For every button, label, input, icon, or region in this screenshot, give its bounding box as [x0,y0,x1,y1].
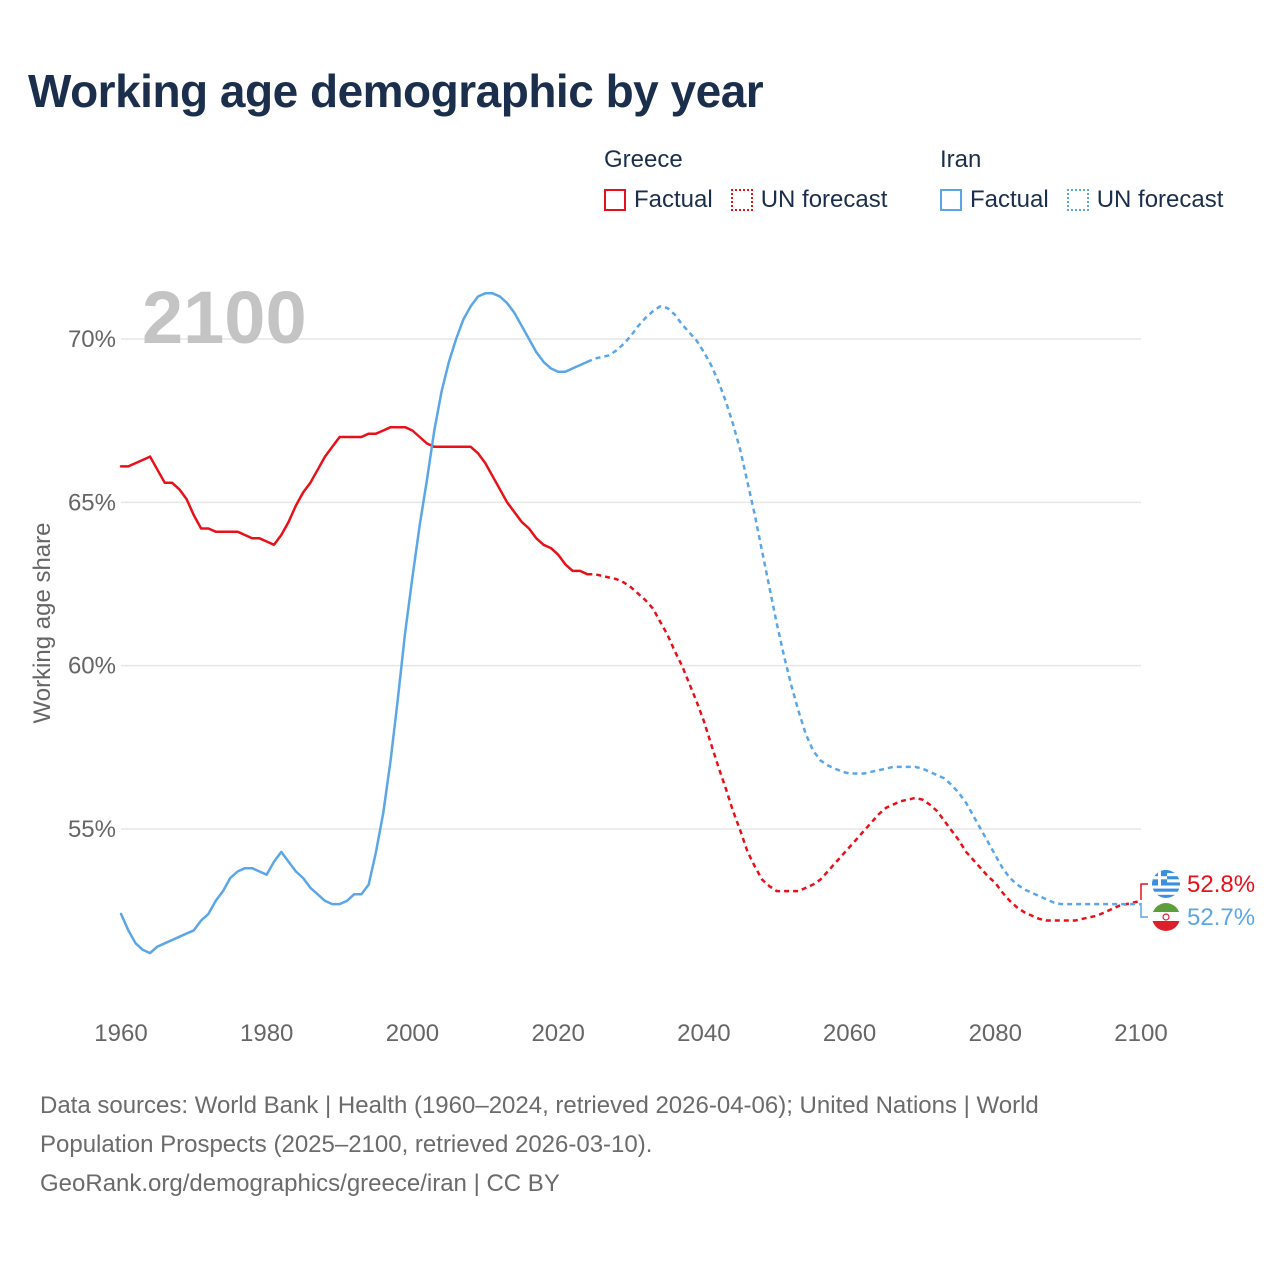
legend-iran-factual-label: Factual [970,186,1049,213]
x-tick-label: 2100 [1114,1020,1167,1047]
x-tick-label: 2040 [677,1020,730,1047]
greece-end-value: 52.8% [1187,871,1255,898]
greece-forecast-line[interactable] [587,572,1142,922]
iran-flag-icon [1152,903,1180,931]
iran-leader-line [1140,903,1148,918]
footer-line-2: Population Prospects (2025–2100, retriev… [40,1131,653,1158]
legend-greece-name: Greece [604,146,683,173]
grid [121,338,1141,830]
legend-iran-forecast[interactable]: UN forecast [1066,186,1224,214]
iran-forecast-line[interactable] [586,305,1141,906]
x-tick-label: 1960 [94,1020,147,1047]
legend-iran-factual-swatch [940,189,962,211]
legend-greece-factual-label: Factual [634,186,713,213]
x-axis: 1960 1980 2000 2020 2040 2060 2080 2100 [94,1020,1167,1047]
x-tick-label: 1980 [240,1020,293,1047]
iran-end-value: 52.7% [1187,904,1255,931]
legend-greece: Greece Factual UN forecast [604,144,887,214]
y-tick-label: 60% [68,653,116,680]
iran-factual-line[interactable] [119,292,589,955]
legend-greece-forecast-swatch [730,189,753,211]
y-tick-label: 70% [68,326,116,353]
greece-flag-icon [1152,870,1180,898]
legend-iran-forecast-swatch [1066,189,1089,211]
greece-leader-line [1140,883,1148,900]
legend-iran-forecast-label: UN forecast [1096,186,1224,213]
footer-line-1: Data sources: World Bank | Health (1960–… [40,1092,1039,1119]
legend-greece-forecast[interactable]: UN forecast [730,186,888,214]
x-tick-label: 2080 [969,1020,1022,1047]
greece-factual-line[interactable] [119,425,589,576]
footer-line-3[interactable]: GeoRank.org/demographics/greece/iran | C… [40,1170,560,1197]
series-group [119,292,1142,955]
legend-iran-factual[interactable]: Factual [940,186,1049,214]
x-tick-label: 2060 [823,1020,876,1047]
y-axis: 55% 60% 65% 70% [68,326,116,843]
y-tick-label: 65% [68,489,116,516]
legend-iran-name: Iran [940,146,982,173]
legend-greece-forecast-label: UN forecast [760,186,888,213]
y-tick-label: 55% [68,816,116,843]
chart-title: Working age demographic by year [28,65,764,117]
legend-greece-factual[interactable]: Factual [604,186,713,214]
x-tick-label: 2000 [386,1020,439,1047]
legend-greece-factual-swatch [604,189,626,211]
end-markers: 52.8% 52.7% [1140,870,1255,931]
x-tick-label: 2020 [531,1020,584,1047]
footer-sources: Data sources: World Bank | Health (1960–… [40,1086,1240,1203]
line-chart: 2100 55% 60% 65% 70% 1960 1980 2000 2020 2040 20… [29,276,1255,1047]
y-axis-label: Working age share [29,523,56,724]
legend-iran: Iran Factual UN forecast [940,144,1223,214]
year-watermark: 2100 [142,276,307,359]
